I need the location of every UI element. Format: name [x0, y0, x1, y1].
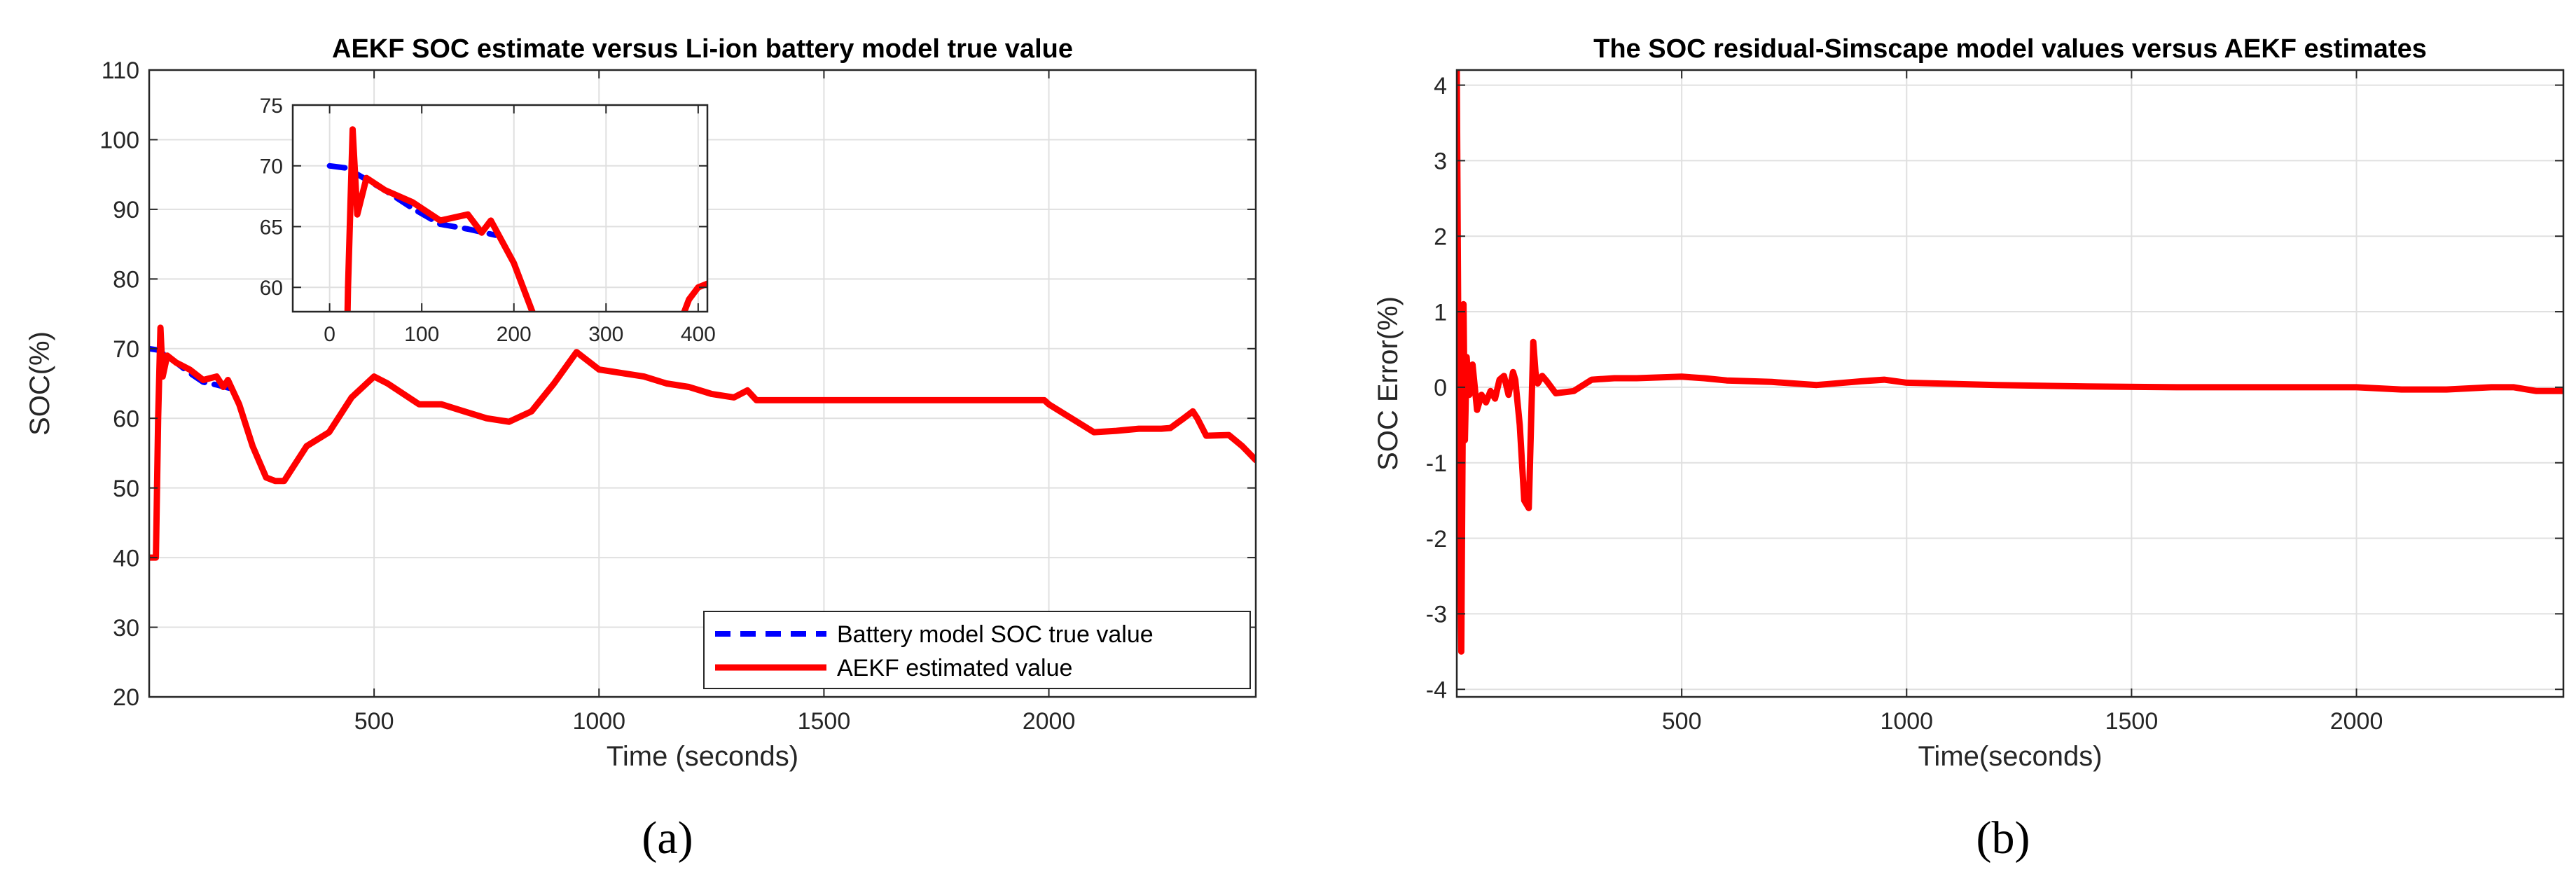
inset-y-tick-label: 70 — [260, 155, 283, 179]
panel-a-y-tick-label: 110 — [102, 57, 139, 84]
panel-b-series-aekf-estimate-line — [1457, 70, 2563, 655]
panel-b-y-tick-label: 1 — [1434, 299, 1447, 326]
panel-b-axes-frame — [1455, 69, 2565, 698]
inset-x-tick-label: 400 — [681, 323, 716, 346]
panel-b-y-tick-label: 4 — [1434, 73, 1447, 99]
panel-b-x-tick-label: 500 — [1662, 708, 1702, 735]
legend-label-aekf-estimate: AEKF estimated value — [837, 655, 1072, 681]
inset-series-aekf-estimate-line — [681, 280, 707, 312]
inset-x-tick-label: 200 — [497, 323, 532, 346]
panel-a-y-tick-label: 100 — [99, 127, 139, 154]
panel-a-y-tick-label: 50 — [113, 476, 139, 502]
panel-b-x-tick-label: 1000 — [1880, 708, 1933, 735]
panel-a-y-tick-label: 70 — [113, 336, 139, 363]
panel-a-y-tick-label: 90 — [113, 197, 139, 223]
panel-b-title: The SOC residual-Simscape model values v… — [1593, 34, 2427, 64]
inset-series-aekf-estimate-line — [344, 126, 536, 312]
legend-label-true-value: Battery model SOC true value — [837, 621, 1154, 648]
panel-a-y-axis-label: SOC(%) — [25, 331, 55, 436]
panel-a-x-tick-label: 1000 — [572, 708, 625, 735]
panel-b-y-tick-label: 0 — [1434, 375, 1447, 401]
panel-a-y-tick-label: 40 — [113, 545, 139, 572]
panel-b-y-tick-label: 2 — [1434, 223, 1447, 250]
inset-y-tick-label: 75 — [260, 95, 283, 118]
panel-b-y-tick-label: -2 — [1426, 526, 1447, 553]
panel-b-x-tick-label: 2000 — [2330, 708, 2383, 735]
panel-b-y-tick-label: 3 — [1434, 148, 1447, 175]
panel-b-x-axis-label: Time(seconds) — [1918, 741, 2102, 772]
panel-a-axes-frame — [148, 69, 1257, 698]
panel-b-caption-label: (b) — [1976, 812, 2030, 864]
legend-box — [703, 611, 1251, 689]
panel-a-x-tick-label: 2000 — [1023, 708, 1076, 735]
panel-b-x-tick-label: 1500 — [2105, 708, 2159, 735]
panel-b-y-tick-label: -1 — [1426, 450, 1447, 477]
panel-a-y-tick-label: 30 — [113, 615, 139, 642]
panel-a-y-tick-label: 20 — [113, 684, 139, 711]
panel-b-y-tick-label: -4 — [1426, 677, 1447, 703]
panel-a-y-tick-label: 60 — [113, 406, 139, 432]
panel-a-y-tick-label: 80 — [113, 267, 139, 293]
panel-a-x-axis-label: Time (seconds) — [607, 741, 798, 772]
panel-a-x-tick-label: 500 — [354, 708, 394, 735]
panel-a-x-tick-label: 1500 — [798, 708, 851, 735]
panel-a-caption-label: (a) — [642, 812, 693, 864]
inset-y-tick-label: 60 — [260, 277, 283, 300]
inset-x-tick-label: 0 — [324, 323, 335, 346]
panel-a-title: AEKF SOC estimate versus Li-ion battery … — [332, 34, 1073, 64]
panel-b-y-axis-label: SOC Error(%) — [1373, 296, 1404, 471]
panel-b-y-tick-label: -3 — [1426, 602, 1447, 628]
inset-x-tick-label: 100 — [404, 323, 439, 346]
inset-y-tick-label: 65 — [260, 216, 283, 239]
inset-x-tick-label: 300 — [588, 323, 623, 346]
inset-axes-frame — [291, 104, 709, 313]
panel-a-series-aekf-estimate-line — [149, 324, 1256, 561]
